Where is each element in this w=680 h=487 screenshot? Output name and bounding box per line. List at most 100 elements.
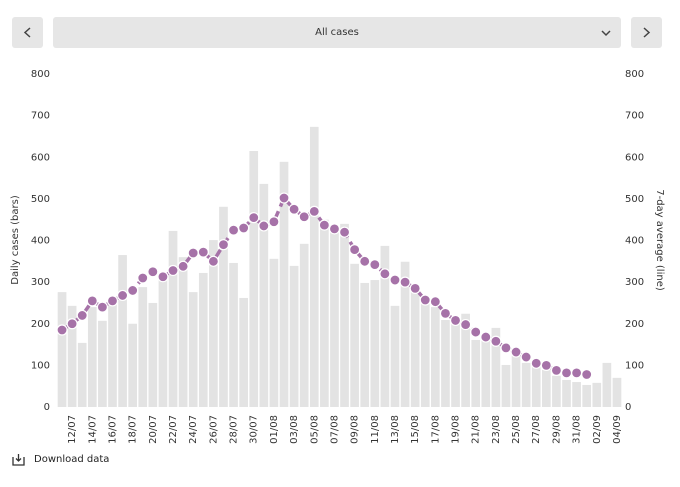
bar <box>249 151 259 407</box>
average-point <box>520 351 532 363</box>
bar <box>188 292 198 407</box>
x-tick-label: 12/07 <box>67 415 78 444</box>
bar <box>299 243 309 407</box>
average-point <box>217 239 230 251</box>
average-point <box>278 192 290 204</box>
bar <box>380 245 390 407</box>
x-tick-label: 14/07 <box>87 415 98 444</box>
x-tick-label: 25/08 <box>511 415 522 444</box>
y2-tick-label: 200 <box>625 319 644 330</box>
average-point <box>399 276 411 288</box>
y2-tick-label: 400 <box>625 236 644 247</box>
y-tick-label: 300 <box>31 277 50 288</box>
average-point <box>581 368 593 381</box>
average-point <box>480 331 492 343</box>
x-tick-label: 27/08 <box>531 415 542 444</box>
average-point <box>288 203 300 215</box>
average-point <box>298 211 310 223</box>
bar <box>309 126 319 408</box>
average-point <box>238 222 250 234</box>
average-point <box>187 247 199 259</box>
bar <box>531 365 541 407</box>
bar <box>87 307 97 407</box>
average-point <box>379 268 391 280</box>
bar <box>370 280 380 407</box>
bar <box>138 287 148 407</box>
bar <box>209 240 218 407</box>
average-point <box>197 246 209 258</box>
average-point <box>76 309 88 322</box>
next-button[interactable] <box>631 17 662 48</box>
average-point <box>56 324 68 336</box>
bar <box>289 265 299 407</box>
bar <box>279 161 289 407</box>
average-point <box>248 212 260 224</box>
bar <box>158 278 168 407</box>
average-point <box>86 295 98 307</box>
x-tick-label: 17/08 <box>430 415 441 444</box>
x-tick-label: 09/08 <box>350 415 361 444</box>
dropdown[interactable]: All cases <box>53 17 621 48</box>
x-tick-label: 16/07 <box>107 415 118 444</box>
bar <box>108 302 117 407</box>
x-tick-label: 11/08 <box>370 415 381 444</box>
y-tick-label: 400 <box>31 236 50 247</box>
bar <box>128 323 138 407</box>
bar <box>360 282 370 407</box>
x-tick-label: 03/08 <box>289 415 300 444</box>
bar <box>410 285 420 407</box>
download-link[interactable]: Download data <box>12 453 109 466</box>
y-tick-label: 0 <box>44 402 50 413</box>
bar <box>552 375 561 407</box>
x-tick-label: 19/08 <box>451 415 462 444</box>
y-tick-label: 800 <box>31 69 50 80</box>
chevron-left <box>23 27 31 38</box>
bar <box>562 379 571 407</box>
bar <box>57 292 67 407</box>
average-point <box>550 364 563 376</box>
bar <box>400 261 410 407</box>
average-point <box>328 223 341 235</box>
prev-button[interactable] <box>12 17 43 48</box>
chevron-right <box>643 27 651 38</box>
bar <box>219 206 228 407</box>
x-tick-label: 23/08 <box>491 415 502 444</box>
bar <box>229 262 238 407</box>
x-tick-label: 28/07 <box>229 415 240 444</box>
average-point <box>359 255 371 267</box>
y-tick-label: 700 <box>31 111 50 122</box>
bar <box>320 219 329 407</box>
bar <box>501 364 511 407</box>
bar <box>572 382 581 407</box>
x-tick-label: 13/08 <box>390 415 401 444</box>
average-point <box>268 216 280 228</box>
y-axis-label: Daily cases (bars) <box>10 195 21 285</box>
y-tick-label: 500 <box>31 194 50 205</box>
average-point <box>227 224 240 236</box>
average-point <box>560 367 573 379</box>
average-point <box>409 282 421 294</box>
download-icon <box>12 454 25 466</box>
bar <box>98 320 107 407</box>
bar <box>340 223 349 407</box>
average-point <box>500 342 512 354</box>
y2-tick-label: 300 <box>625 277 644 288</box>
y2-tick-label: 600 <box>625 152 644 163</box>
average-point <box>116 289 129 302</box>
dropdown-label: All cases <box>315 27 359 38</box>
y2-tick-label: 0 <box>625 402 631 413</box>
y2-tick-label: 500 <box>625 194 644 205</box>
average-point <box>490 335 502 347</box>
average-point <box>349 244 361 256</box>
y2-tick-label: 800 <box>625 69 644 80</box>
average-point <box>470 326 482 338</box>
average-point <box>66 318 78 330</box>
bar <box>511 355 521 407</box>
average-point <box>207 255 219 267</box>
average-point <box>308 205 320 217</box>
average-point <box>460 318 472 331</box>
x-tick-label: 26/07 <box>208 415 219 444</box>
average-point <box>389 274 401 286</box>
average-point <box>429 296 441 308</box>
